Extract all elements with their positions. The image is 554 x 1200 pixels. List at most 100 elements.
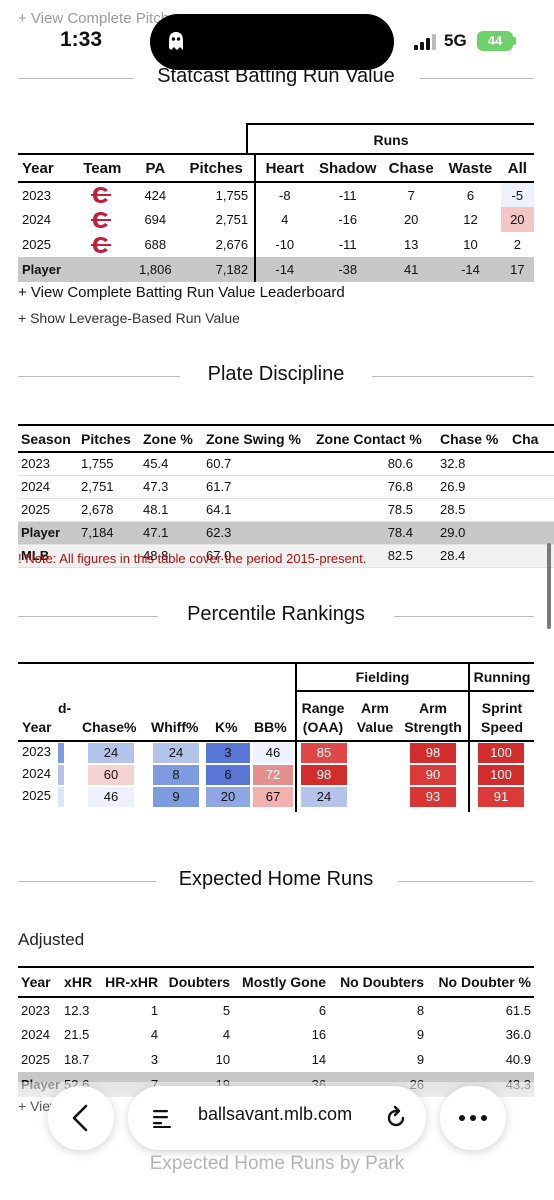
scrollbar-thumb[interactable] <box>547 543 551 629</box>
cell-waste: 10 <box>463 237 478 252</box>
cell-zone-contact: 80.6 <box>313 452 437 476</box>
col-no-doubters[interactable]: No Doubters <box>329 966 428 998</box>
col-bb-pct[interactable]: BB% <box>254 719 287 735</box>
cell-chase: 13 <box>403 237 419 252</box>
col-arm-value[interactable]: Value <box>356 719 394 735</box>
table-row: 2024 2,751 47.3 61.7 76.8 26.9 <box>18 475 554 499</box>
table-row: 2025 688 2,676 -10 -11 13 10 2 <box>18 232 534 257</box>
cell-doubters: 5 <box>222 1002 231 1018</box>
cell-zone-contact: 78.4 <box>313 521 437 545</box>
col-mostly-gone[interactable]: Mostly Gone <box>233 966 330 998</box>
col-no-doubter-pct[interactable]: No Doubter % <box>427 966 534 998</box>
cell-shadow: -11 <box>338 237 357 252</box>
cell-chase: 7 <box>407 187 415 203</box>
reload-icon[interactable] <box>382 1104 410 1132</box>
url-text[interactable]: ballsavant.mlb.com <box>198 1104 353 1124</box>
table-row: 2023 1,755 45.4 60.7 80.6 32.8 <box>18 452 554 476</box>
cell-zone-pct: 48.8 <box>140 544 203 568</box>
cell-zone-swing: 61.7 <box>203 475 313 499</box>
col-sprint-speed[interactable]: Speed <box>480 719 523 735</box>
cell-zone-swing: 64.1 <box>203 498 313 522</box>
cell-year: 2025 <box>21 1052 50 1067</box>
col-range[interactable]: Range <box>301 700 345 716</box>
view-complete-pitch-link[interactable]: + View Complete Pitch <box>18 10 170 27</box>
table-row: 2025 2,678 48.1 64.1 78.5 28.5 <box>18 498 554 522</box>
cell-heart: -10 <box>254 232 314 257</box>
cell-waste: 12 <box>463 212 478 227</box>
section-title: Plate Discipline <box>207 363 345 385</box>
col-team[interactable]: Team <box>72 153 133 183</box>
page-menu-icon[interactable] <box>150 1106 174 1130</box>
cell-mostly-gone: 6 <box>318 1002 327 1018</box>
col-year[interactable]: Year <box>18 966 64 998</box>
address-bar[interactable]: ballsavant.mlb.com <box>128 1086 426 1150</box>
cell-heart: -8 <box>254 182 314 207</box>
team-logo-icon[interactable] <box>72 232 132 257</box>
cell-zone-swing: 60.7 <box>203 452 313 476</box>
section-title: Statcast Batting Run Value <box>157 65 395 87</box>
battery-tip <box>513 37 516 45</box>
plate-discipline-table: Season Pitches Zone % Zone Swing % Zone … <box>18 424 554 568</box>
section-title: Expected Home Runs <box>178 868 374 890</box>
col-oaa[interactable]: (OAA) <box>302 719 344 735</box>
battery-level: 44 <box>487 33 503 48</box>
col-sprint[interactable]: Sprint <box>481 700 523 716</box>
cell-chase-pct: 29.0 <box>437 521 509 545</box>
pct-cell-arm-strength: 90 <box>410 765 456 785</box>
pct-cell-sprint: 100 <box>478 765 524 785</box>
view-leaderboard-link[interactable]: + View Complete Batting Run Value Leader… <box>18 284 345 301</box>
col-year[interactable]: Year <box>22 719 52 735</box>
table-row: 2023 12.3 1 5 6 8 61.5 <box>18 997 534 1022</box>
cell-zone-contact: 78.5 <box>313 498 437 522</box>
col-season[interactable]: Season <box>18 424 78 453</box>
col-chase-pct[interactable]: Chase % <box>437 424 509 453</box>
col-pitches[interactable]: Pitches <box>78 424 140 453</box>
team-logo-icon[interactable] <box>72 182 132 207</box>
col-chase[interactable]: Chase <box>382 153 441 183</box>
col-waste[interactable]: Waste <box>440 153 501 183</box>
col-arm-strength[interactable]: Strength <box>404 719 462 735</box>
pct-cell-chase: 60 <box>88 765 134 785</box>
col-doubters[interactable]: Doubters <box>161 966 234 998</box>
cell-heart: 4 <box>254 207 314 232</box>
col-heart[interactable]: Heart <box>254 153 314 183</box>
col-zone-swing[interactable]: Zone Swing % <box>203 424 313 453</box>
show-leverage-link[interactable]: + Show Leverage-Based Run Value <box>18 310 240 326</box>
cell-chase-pct: 26.9 <box>437 475 509 499</box>
status-time: 1:33 <box>60 28 103 51</box>
adjusted-label: Adjusted <box>18 930 85 949</box>
more-button[interactable] <box>440 1086 506 1150</box>
partial-cell <box>58 743 64 763</box>
table-header-row: Season Pitches Zone % Zone Swing % Zone … <box>18 424 554 453</box>
team-logo-icon[interactable] <box>72 207 132 232</box>
cell-no-doubter-pct: 36.0 <box>505 1027 531 1042</box>
col-chase-contact-partial[interactable]: Cha <box>509 424 554 453</box>
col-k-pct[interactable]: K% <box>215 719 238 735</box>
col-hr-xhr[interactable]: HR-xHR <box>95 966 162 998</box>
col-arm2[interactable]: Arm <box>418 700 447 716</box>
col-xhr[interactable]: xHR <box>63 966 96 998</box>
cell-chase-pct: 28.5 <box>437 498 509 522</box>
col-xhr-label: xHR <box>64 974 93 990</box>
cell-pitches: 2,751 <box>215 212 249 227</box>
back-button[interactable] <box>48 1086 114 1150</box>
cell-waste: 6 <box>466 187 475 203</box>
pct-cell-k: 20 <box>206 787 250 807</box>
cell-partial <box>509 544 554 568</box>
ghost-icon <box>169 32 183 50</box>
col-zone-contact[interactable]: Zone Contact % <box>313 424 437 453</box>
col-chase-pct[interactable]: Chase% <box>82 719 137 735</box>
col-all[interactable]: All <box>500 153 534 183</box>
cell-year: 2023 <box>21 1002 50 1018</box>
col-shadow[interactable]: Shadow <box>313 153 383 183</box>
table-row: 2024 694 2,751 4 -16 20 12 20 <box>18 207 534 232</box>
col-pa[interactable]: PA <box>132 153 179 183</box>
cell-season: 2023 <box>18 452 78 476</box>
col-whiff-pct[interactable]: Whiff% <box>151 719 199 735</box>
cell-chase-pct: 32.8 <box>437 452 509 476</box>
cell-no-doubters: 8 <box>416 1002 425 1018</box>
col-year[interactable]: Year <box>18 153 73 183</box>
col-arm[interactable]: Arm <box>360 700 389 716</box>
col-zone-pct[interactable]: Zone % <box>140 424 203 453</box>
col-pitches[interactable]: Pitches <box>178 153 256 183</box>
